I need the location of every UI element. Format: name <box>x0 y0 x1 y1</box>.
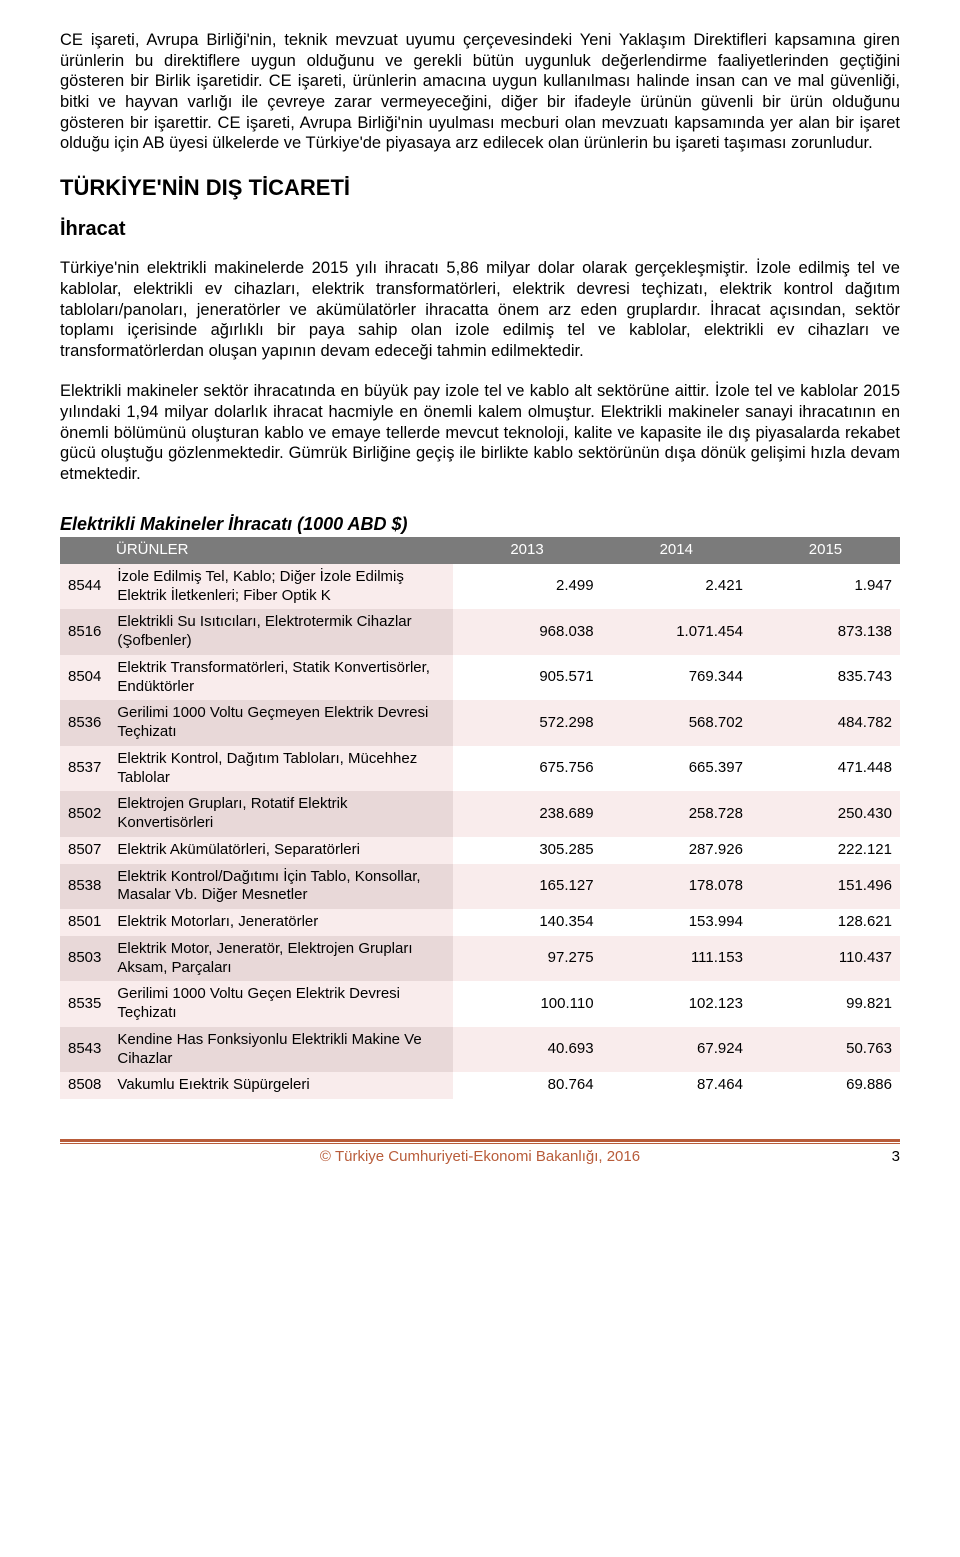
cell-value: 80.764 <box>453 1072 602 1099</box>
cell-code: 8516 <box>60 609 109 655</box>
cell-value: 1.947 <box>751 564 900 610</box>
cell-code: 8502 <box>60 791 109 837</box>
cell-code: 8503 <box>60 936 109 982</box>
cell-value: 67.924 <box>602 1027 751 1073</box>
table-row: 8516Elektrikli Su Isıtıcıları, Elektrote… <box>60 609 900 655</box>
table-row: 8507Elektrik Akümülatörleri, Separatörle… <box>60 837 900 864</box>
cell-value: 110.437 <box>751 936 900 982</box>
cell-desc: Gerilimi 1000 Voltu Geçmeyen Elektrik De… <box>109 700 452 746</box>
cell-code: 8507 <box>60 837 109 864</box>
page-footer: © Türkiye Cumhuriyeti-Ekonomi Bakanlığı,… <box>60 1139 900 1167</box>
table-row: 8544İzole Edilmiş Tel, Kablo; Diğer İzol… <box>60 564 900 610</box>
table-row: 8535Gerilimi 1000 Voltu Geçen Elektrik D… <box>60 981 900 1027</box>
cell-code: 8536 <box>60 700 109 746</box>
cell-code: 8537 <box>60 746 109 792</box>
cell-value: 1.071.454 <box>602 609 751 655</box>
cell-value: 87.464 <box>602 1072 751 1099</box>
page-number: 3 <box>892 1148 900 1167</box>
cell-value: 484.782 <box>751 700 900 746</box>
cell-value: 40.693 <box>453 1027 602 1073</box>
cell-value: 69.886 <box>751 1072 900 1099</box>
col-header-products: ÜRÜNLER <box>60 537 453 564</box>
cell-value: 99.821 <box>751 981 900 1027</box>
cell-value: 238.689 <box>453 791 602 837</box>
heading-sub: İhracat <box>60 217 900 242</box>
cell-value: 178.078 <box>602 864 751 910</box>
cell-value: 153.994 <box>602 909 751 936</box>
cell-value: 100.110 <box>453 981 602 1027</box>
cell-desc: Elektrik Akümülatörleri, Separatörleri <box>109 837 452 864</box>
table-row: 8504Elektrik Transformatörleri, Statik K… <box>60 655 900 701</box>
cell-value: 50.763 <box>751 1027 900 1073</box>
cell-value: 250.430 <box>751 791 900 837</box>
cell-value: 568.702 <box>602 700 751 746</box>
cell-desc: Elektrik Kontrol/Dağıtımı İçin Tablo, Ko… <box>109 864 452 910</box>
paragraph-export-2: Elektrikli makineler sektör ihracatında … <box>60 381 900 484</box>
cell-desc: İzole Edilmiş Tel, Kablo; Diğer İzole Ed… <box>109 564 452 610</box>
export-table: ÜRÜNLER 2013 2014 2015 8544İzole Edilmiş… <box>60 537 900 1099</box>
cell-code: 8504 <box>60 655 109 701</box>
cell-desc: Elektrik Motorları, Jeneratörler <box>109 909 452 936</box>
table-row: 8502Elektrojen Grupları, Rotatif Elektri… <box>60 791 900 837</box>
cell-value: 128.621 <box>751 909 900 936</box>
table-header-row: ÜRÜNLER 2013 2014 2015 <box>60 537 900 564</box>
cell-value: 873.138 <box>751 609 900 655</box>
cell-value: 471.448 <box>751 746 900 792</box>
footer-rule-thick <box>60 1139 900 1142</box>
cell-value: 165.127 <box>453 864 602 910</box>
cell-desc: Kendine Has Fonksiyonlu Elektrikli Makin… <box>109 1027 452 1073</box>
col-header-y3: 2015 <box>751 537 900 564</box>
cell-value: 2.499 <box>453 564 602 610</box>
col-header-y2: 2014 <box>602 537 751 564</box>
cell-code: 8501 <box>60 909 109 936</box>
table-row: 8503Elektrik Motor, Jeneratör, Elektroje… <box>60 936 900 982</box>
cell-value: 2.421 <box>602 564 751 610</box>
cell-value: 140.354 <box>453 909 602 936</box>
cell-value: 572.298 <box>453 700 602 746</box>
cell-code: 8544 <box>60 564 109 610</box>
cell-value: 905.571 <box>453 655 602 701</box>
table-title: Elektrikli Makineler İhracatı (1000 ABD … <box>60 513 900 536</box>
cell-value: 258.728 <box>602 791 751 837</box>
cell-value: 305.285 <box>453 837 602 864</box>
cell-desc: Elektrojen Grupları, Rotatif Elektrik Ko… <box>109 791 452 837</box>
heading-main: TÜRKİYE'NİN DIŞ TİCARETİ <box>60 174 900 202</box>
cell-value: 151.496 <box>751 864 900 910</box>
cell-desc: Elektrik Motor, Jeneratör, Elektrojen Gr… <box>109 936 452 982</box>
cell-value: 769.344 <box>602 655 751 701</box>
paragraph-export-1: Türkiye'nin elektrikli makinelerde 2015 … <box>60 258 900 361</box>
cell-code: 8535 <box>60 981 109 1027</box>
cell-value: 97.275 <box>453 936 602 982</box>
cell-code: 8508 <box>60 1072 109 1099</box>
table-row: 8538Elektrik Kontrol/Dağıtımı İçin Tablo… <box>60 864 900 910</box>
cell-desc: Vakumlu Eıektrik Süpürgeleri <box>109 1072 452 1099</box>
cell-code: 8538 <box>60 864 109 910</box>
cell-value: 968.038 <box>453 609 602 655</box>
paragraph-ce: CE işareti, Avrupa Birliği'nin, teknik m… <box>60 30 900 154</box>
cell-value: 102.123 <box>602 981 751 1027</box>
cell-desc: Gerilimi 1000 Voltu Geçen Elektrik Devre… <box>109 981 452 1027</box>
footer-text: Türkiye Cumhuriyeti-Ekonomi Bakanlığı, 2… <box>335 1148 640 1167</box>
table-row: 8508Vakumlu Eıektrik Süpürgeleri80.76487… <box>60 1072 900 1099</box>
cell-desc: Elektrik Kontrol, Dağıtım Tabloları, Müc… <box>109 746 452 792</box>
cell-value: 665.397 <box>602 746 751 792</box>
cell-value: 835.743 <box>751 655 900 701</box>
cell-value: 287.926 <box>602 837 751 864</box>
cell-value: 222.121 <box>751 837 900 864</box>
cell-value: 675.756 <box>453 746 602 792</box>
col-header-y1: 2013 <box>453 537 602 564</box>
cell-desc: Elektrik Transformatörleri, Statik Konve… <box>109 655 452 701</box>
table-row: 8537Elektrik Kontrol, Dağıtım Tabloları,… <box>60 746 900 792</box>
table-row: 8543Kendine Has Fonksiyonlu Elektrikli M… <box>60 1027 900 1073</box>
cell-value: 111.153 <box>602 936 751 982</box>
copyright-symbol: © <box>320 1148 331 1167</box>
cell-code: 8543 <box>60 1027 109 1073</box>
table-row: 8501Elektrik Motorları, Jeneratörler140.… <box>60 909 900 936</box>
cell-desc: Elektrikli Su Isıtıcıları, Elektrotermik… <box>109 609 452 655</box>
table-row: 8536Gerilimi 1000 Voltu Geçmeyen Elektri… <box>60 700 900 746</box>
footer-rule-thin <box>60 1143 900 1144</box>
